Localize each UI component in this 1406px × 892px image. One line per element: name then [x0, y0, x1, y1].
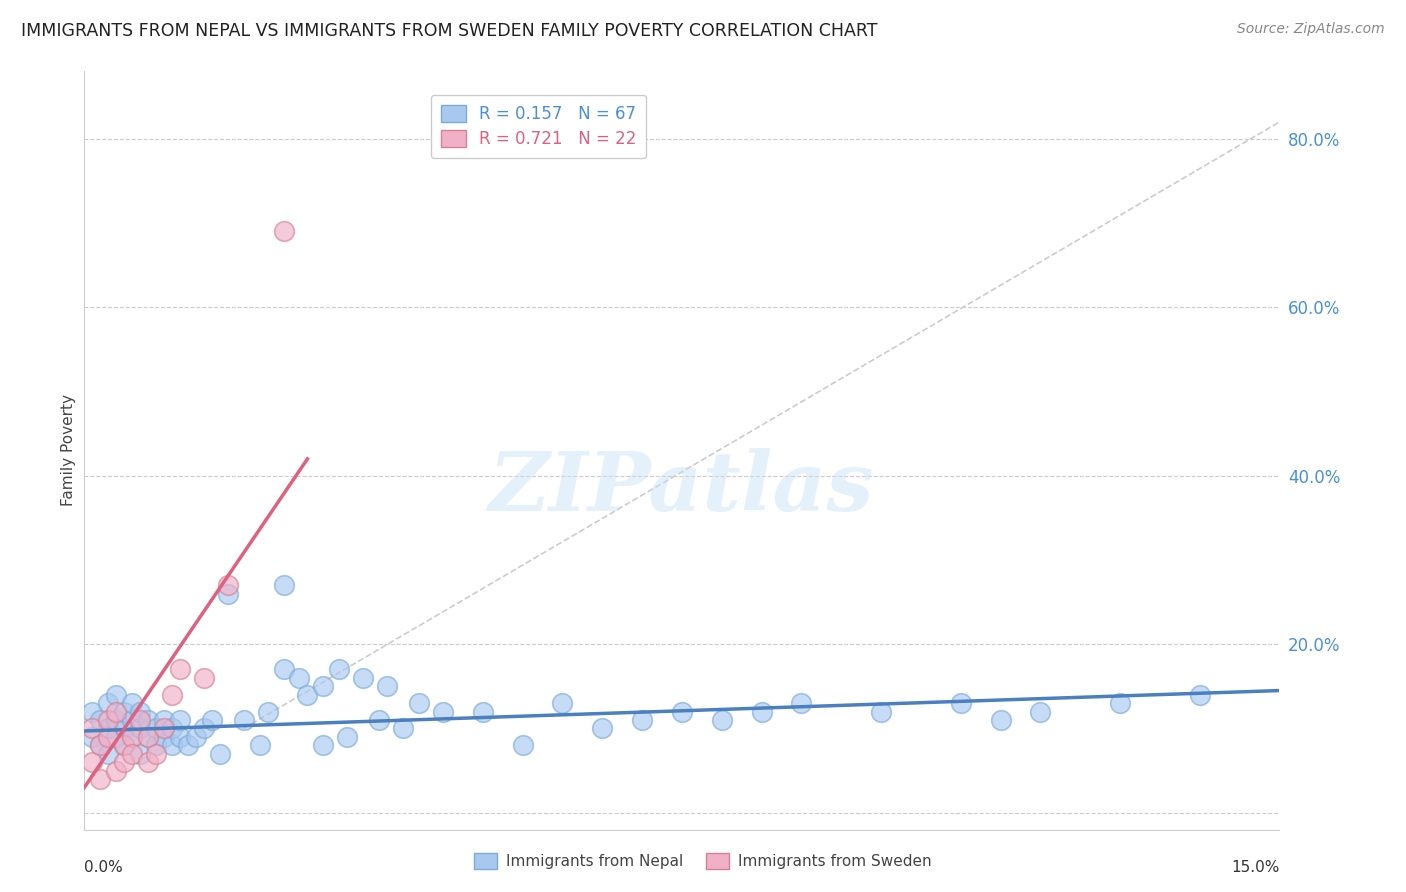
Point	[121, 696, 143, 710]
Point	[288, 671, 311, 685]
Point	[145, 722, 167, 736]
Point	[273, 578, 295, 592]
Point	[870, 705, 893, 719]
Point	[129, 722, 152, 736]
Point	[82, 730, 104, 744]
Point	[671, 705, 693, 719]
Point	[82, 705, 104, 719]
Point	[112, 722, 135, 736]
Point	[105, 730, 128, 744]
Point	[97, 747, 120, 761]
Point	[97, 722, 120, 736]
Point	[112, 705, 135, 719]
Point	[112, 739, 135, 753]
Point	[112, 755, 135, 769]
Point	[368, 713, 391, 727]
Point	[89, 739, 111, 753]
Point	[297, 688, 319, 702]
Point	[392, 722, 415, 736]
Point	[432, 705, 454, 719]
Point	[97, 713, 120, 727]
Point	[1109, 696, 1132, 710]
Point	[121, 713, 143, 727]
Point	[551, 696, 574, 710]
Point	[97, 730, 120, 744]
Text: 0.0%: 0.0%	[84, 860, 124, 875]
Point	[129, 747, 152, 761]
Point	[105, 688, 128, 702]
Point	[193, 722, 215, 736]
Point	[249, 739, 271, 753]
Legend: Immigrants from Nepal, Immigrants from Sweden: Immigrants from Nepal, Immigrants from S…	[468, 847, 938, 875]
Point	[790, 696, 813, 710]
Point	[97, 696, 120, 710]
Point	[160, 688, 183, 702]
Point	[312, 739, 335, 753]
Point	[328, 663, 350, 677]
Point	[256, 705, 278, 719]
Point	[177, 739, 200, 753]
Point	[312, 679, 335, 693]
Point	[990, 713, 1012, 727]
Point	[1188, 688, 1211, 702]
Point	[375, 679, 398, 693]
Point	[408, 696, 430, 710]
Point	[184, 730, 207, 744]
Point	[1029, 705, 1052, 719]
Point	[129, 705, 152, 719]
Text: 15.0%: 15.0%	[1232, 860, 1279, 875]
Point	[121, 730, 143, 744]
Point	[82, 755, 104, 769]
Point	[201, 713, 224, 727]
Point	[193, 671, 215, 685]
Point	[751, 705, 773, 719]
Point	[105, 705, 128, 719]
Point	[169, 730, 191, 744]
Text: ZIPatlas: ZIPatlas	[489, 449, 875, 528]
Point	[160, 722, 183, 736]
Point	[208, 747, 231, 761]
Point	[217, 587, 239, 601]
Point	[145, 747, 167, 761]
Y-axis label: Family Poverty: Family Poverty	[60, 394, 76, 507]
Point	[217, 578, 239, 592]
Point	[153, 722, 176, 736]
Point	[631, 713, 654, 727]
Point	[136, 730, 159, 744]
Legend: R = 0.157   N = 67, R = 0.721   N = 22: R = 0.157 N = 67, R = 0.721 N = 22	[430, 95, 647, 158]
Point	[273, 224, 295, 238]
Point	[949, 696, 972, 710]
Point	[89, 739, 111, 753]
Point	[136, 713, 159, 727]
Point	[336, 730, 359, 744]
Point	[169, 713, 191, 727]
Point	[89, 713, 111, 727]
Point	[160, 739, 183, 753]
Point	[136, 730, 159, 744]
Point	[129, 713, 152, 727]
Point	[153, 730, 176, 744]
Point	[471, 705, 494, 719]
Point	[121, 730, 143, 744]
Point	[105, 713, 128, 727]
Point	[591, 722, 613, 736]
Point	[352, 671, 374, 685]
Point	[710, 713, 733, 727]
Point	[145, 739, 167, 753]
Point	[105, 764, 128, 778]
Point	[89, 772, 111, 786]
Point	[112, 739, 135, 753]
Point	[121, 747, 143, 761]
Point	[82, 722, 104, 736]
Point	[169, 663, 191, 677]
Text: Source: ZipAtlas.com: Source: ZipAtlas.com	[1237, 22, 1385, 37]
Point	[153, 713, 176, 727]
Point	[273, 663, 295, 677]
Point	[512, 739, 534, 753]
Point	[232, 713, 254, 727]
Text: IMMIGRANTS FROM NEPAL VS IMMIGRANTS FROM SWEDEN FAMILY POVERTY CORRELATION CHART: IMMIGRANTS FROM NEPAL VS IMMIGRANTS FROM…	[21, 22, 877, 40]
Point	[136, 755, 159, 769]
